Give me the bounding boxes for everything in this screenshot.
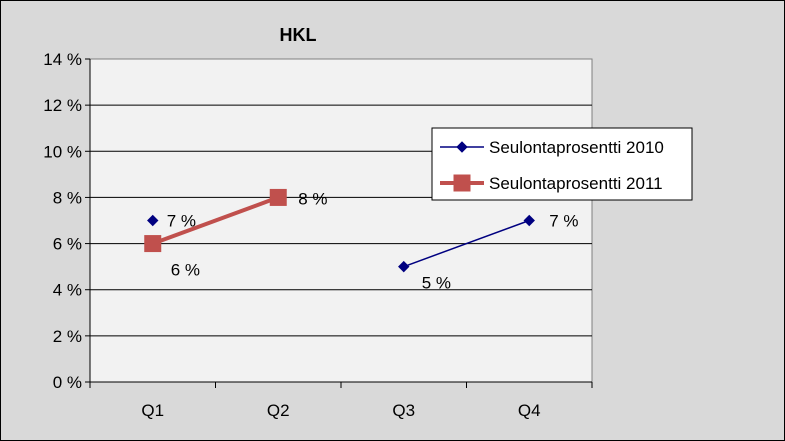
series-line-segment (152, 195, 279, 246)
legend-box (431, 127, 693, 201)
data-point (523, 214, 535, 227)
y-tick-label: 10 % (43, 142, 82, 161)
x-axis-ticks: Q1 Q2 Q3 Q4 (89, 382, 593, 420)
x-tick-label: Q4 (518, 401, 541, 420)
data-point (269, 188, 287, 206)
data-point (398, 260, 410, 273)
data-label: 8 % (298, 189, 327, 208)
legend-label: Seulontaprosentti 2010 (489, 138, 664, 157)
data-point (147, 214, 159, 227)
y-tick-label: 12 % (43, 96, 82, 115)
series-layer: 7 % 5 % 7 % 6 % 8 % (144, 188, 579, 293)
chart-title: HKL (280, 25, 317, 45)
gridlines (90, 104, 592, 337)
y-tick-label: 2 % (53, 327, 82, 346)
y-tick-label: 6 % (53, 235, 82, 254)
series-1: 7 % 5 % 7 % (147, 212, 579, 293)
x-tick-label: Q3 (392, 401, 415, 420)
y-tick-label: 0 % (53, 373, 82, 392)
legend-label: Seulontaprosentti 2011 (489, 174, 663, 193)
data-label: 5 % (422, 274, 451, 293)
y-tick-label: 8 % (53, 188, 82, 207)
data-label: 6 % (171, 261, 200, 280)
data-point (144, 235, 162, 253)
x-tick-label: Q1 (141, 401, 164, 420)
data-label: 7 % (549, 212, 578, 231)
legend: Seulontaprosentti 2010 Seulontaprosentti … (431, 127, 693, 201)
legend-marker (453, 174, 471, 192)
legend-entry: Seulontaprosentti 2011 (440, 174, 663, 193)
series-2: 6 % 8 % (144, 188, 328, 280)
y-tick-label: 4 % (53, 281, 82, 300)
plot-area (89, 58, 593, 383)
legend-entry: Seulontaprosentti 2010 (440, 138, 664, 157)
x-tick-label: Q2 (267, 401, 290, 420)
data-label: 7 % (167, 212, 196, 231)
y-axis-ticks: 0 % 2 % 4 % 6 % 8 % 10 % 12 % 14 % (43, 50, 90, 392)
y-tick-label: 14 % (43, 50, 82, 69)
legend-marker (456, 141, 468, 153)
series-line-segment (403, 219, 530, 268)
